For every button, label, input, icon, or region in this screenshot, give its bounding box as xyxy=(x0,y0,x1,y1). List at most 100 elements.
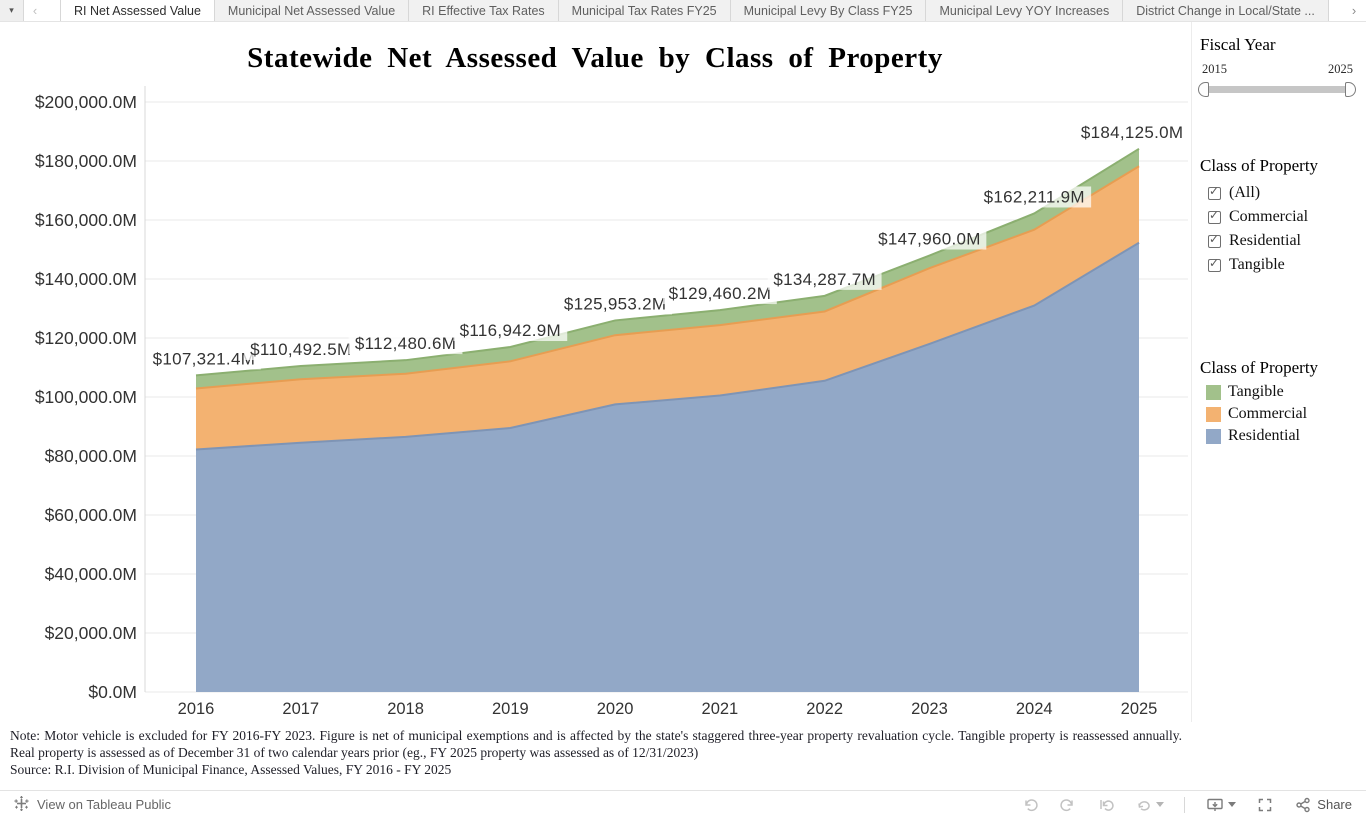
legend-list: Tangible Commercial Residential xyxy=(1206,381,1307,447)
legend-swatch-icon[interactable] xyxy=(1206,384,1221,400)
sheet-tab-2[interactable]: Municipal Net Assessed Value xyxy=(214,0,410,21)
y-axis-tick-label: $20,000.0M xyxy=(45,623,137,643)
chevron-right-icon: › xyxy=(1351,3,1357,18)
refresh-caret-icon xyxy=(1156,802,1165,807)
x-axis-tick-label: 2018 xyxy=(387,700,424,718)
tableau-logo-icon xyxy=(14,795,29,814)
data-label: $116,942.9M xyxy=(460,321,561,340)
redo-button[interactable] xyxy=(1059,796,1077,814)
check-mark-icon: ✓ xyxy=(1209,207,1220,222)
legend-item-residential: Residential xyxy=(1206,425,1307,447)
tab-menu-button[interactable]: ▾ xyxy=(0,0,24,21)
source-text: Source: R.I. Division of Municipal Finan… xyxy=(10,762,452,777)
reset-button[interactable] xyxy=(1097,796,1115,814)
undo-icon xyxy=(1025,798,1038,811)
legend-label: Commercial xyxy=(1228,405,1308,422)
filter-checkbox-commercial[interactable]: ✓ Commercial xyxy=(1208,205,1308,229)
stacked-area-chart: $0.0M $20,000.0M $40,000.0M $60,000.0M $80,0… xyxy=(35,86,1189,718)
data-label: $110,492.5M xyxy=(250,340,351,359)
data-label-halo xyxy=(977,186,1092,208)
chevron-down-icon: ▾ xyxy=(9,5,14,15)
fullscreen-icon xyxy=(1259,798,1272,811)
tab-scroll-left-button[interactable]: ‹ xyxy=(24,0,46,21)
sheet-tab-3[interactable]: RI Effective Tax Rates xyxy=(409,0,559,21)
data-label-halo xyxy=(243,339,358,361)
data-label: $184,125.0M xyxy=(1081,123,1184,142)
sheet-tab-4[interactable]: Municipal Tax Rates FY25 xyxy=(558,0,731,21)
y-axis-tick-label: $120,000.0M xyxy=(35,328,137,348)
x-axis-tick-label: 2022 xyxy=(806,700,843,718)
y-axis-tick-label: $100,000.0M xyxy=(35,387,137,407)
legend-swatch-icon[interactable] xyxy=(1206,428,1221,444)
legend-swatch-icon[interactable] xyxy=(1206,406,1221,422)
x-axis-tick-label: 2020 xyxy=(597,700,634,718)
filter-checkbox-tangible[interactable]: ✓ Tangible xyxy=(1208,253,1308,277)
x-axis-tick-label: 2024 xyxy=(1016,700,1053,718)
sheet-tab-5[interactable]: Municipal Levy By Class FY25 xyxy=(730,0,927,21)
y-axis-tick-label: $200,000.0M xyxy=(35,92,137,112)
area-residential[interactable] xyxy=(196,242,1139,692)
y-axis-tick-label: $60,000.0M xyxy=(45,505,137,525)
x-axis-tick-label: 2017 xyxy=(282,700,319,718)
share-icon xyxy=(1296,797,1310,812)
reset-icon xyxy=(1100,799,1114,811)
checkbox-icon[interactable]: ✓ xyxy=(1208,232,1221,248)
data-label: $129,460.2M xyxy=(669,284,772,303)
sheet-tab-1[interactable]: RI Net Assessed Value xyxy=(60,0,215,21)
y-axis-tick-label: $160,000.0M xyxy=(35,210,137,230)
filter-label: (All) xyxy=(1229,184,1261,201)
x-axis-tick-label: 2019 xyxy=(492,700,529,718)
data-label-halo xyxy=(872,228,987,250)
data-label: $112,480.6M xyxy=(355,334,456,353)
legend-title: Class of Property xyxy=(1200,358,1319,377)
footer-actions: Share xyxy=(1021,796,1352,814)
y-axis-tick-label: $180,000.0M xyxy=(35,151,137,171)
data-label: $162,211.9M xyxy=(984,187,1085,206)
download-button[interactable] xyxy=(1205,796,1237,814)
share-button[interactable]: Share xyxy=(1294,796,1352,814)
sidebar: Fiscal Year 2015 2025 Class of Property … xyxy=(1191,22,1366,722)
sheet-tab-7[interactable]: District Change in Local/State ... xyxy=(1123,0,1329,21)
x-axis-tick-label: 2021 xyxy=(702,700,739,718)
legend-label: Tangible xyxy=(1228,383,1284,400)
sheet-tab-6[interactable]: Municipal Levy YOY Increases xyxy=(926,0,1124,21)
data-label-halo xyxy=(662,283,777,305)
data-label-halo xyxy=(147,348,261,370)
check-mark-icon: ✓ xyxy=(1209,255,1220,270)
x-axis-tick-label: 2016 xyxy=(178,700,215,718)
data-label: $125,953.2M xyxy=(564,294,667,313)
fiscal-year-range-slider[interactable] xyxy=(1198,82,1356,97)
area-edge-residential xyxy=(195,241,1140,451)
toolbar-separator xyxy=(1184,796,1186,813)
footer-toolbar: View on Tableau Public xyxy=(0,790,1366,818)
fullscreen-button[interactable] xyxy=(1256,796,1274,814)
refresh-icon xyxy=(1138,800,1151,811)
fiscal-year-max-label: 2025 xyxy=(1328,62,1353,76)
view-on-tableau-link[interactable]: View on Tableau Public xyxy=(14,795,171,814)
filter-checkbox-residential[interactable]: ✓ Residential xyxy=(1208,229,1308,253)
data-label-halo xyxy=(558,293,673,315)
tab-scroll-right-button[interactable]: › xyxy=(1342,0,1366,21)
y-axis-tick-label: $80,000.0M xyxy=(45,446,137,466)
note-text: Note: Motor vehicle is excluded for FY 2… xyxy=(10,728,1182,760)
x-axis-tick-label: 2025 xyxy=(1121,700,1158,718)
undo-button[interactable] xyxy=(1021,796,1039,814)
class-filter-list: ✓ (All) ✓ Commercial ✓ Residential ✓ Tangible xyxy=(1208,181,1308,277)
data-label: $134,287.7M xyxy=(773,270,876,289)
check-mark-icon: ✓ xyxy=(1209,183,1220,198)
fiscal-year-filter-title: Fiscal Year xyxy=(1200,35,1276,54)
data-label-halo xyxy=(453,320,568,342)
checkbox-icon[interactable]: ✓ xyxy=(1208,207,1221,224)
y-axis-tick-label: $0.0M xyxy=(88,682,137,702)
slider-handle-min[interactable] xyxy=(1198,82,1209,97)
legend-item-tangible: Tangible xyxy=(1206,381,1307,403)
refresh-button[interactable] xyxy=(1135,796,1165,814)
checkbox-icon[interactable]: ✓ xyxy=(1208,255,1221,272)
y-axis-tick-label: $40,000.0M xyxy=(45,564,137,584)
filter-label: Residential xyxy=(1229,232,1301,249)
filter-checkbox-all[interactable]: ✓ (All) xyxy=(1208,181,1308,205)
checkbox-icon[interactable]: ✓ xyxy=(1208,183,1221,200)
data-label: $147,960.0M xyxy=(878,230,981,249)
slider-handle-max[interactable] xyxy=(1345,82,1356,97)
